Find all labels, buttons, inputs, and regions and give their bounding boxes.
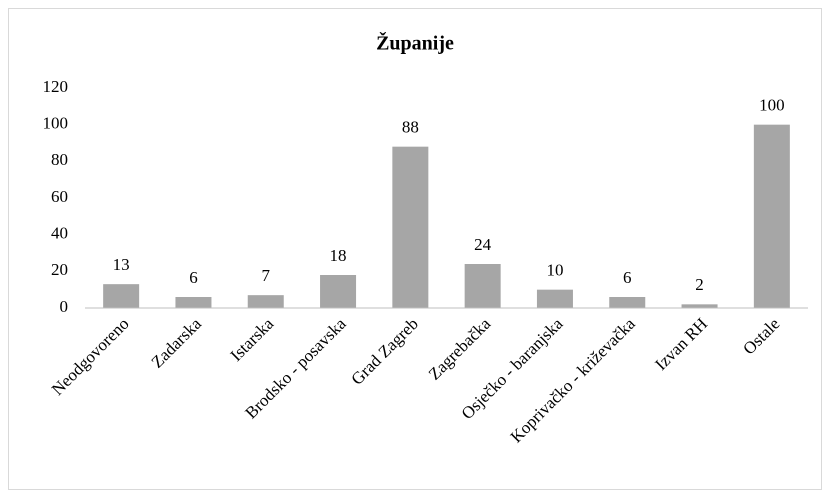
bar <box>103 284 140 308</box>
data-label: 7 <box>262 266 271 285</box>
bar <box>175 297 212 308</box>
y-tick-label: 60 <box>51 187 68 206</box>
bar <box>464 264 501 308</box>
bar <box>392 146 429 308</box>
data-label: 18 <box>330 246 347 265</box>
bar <box>247 295 284 308</box>
data-label: 6 <box>623 268 632 287</box>
y-tick-label: 80 <box>51 150 68 169</box>
bar <box>681 304 718 308</box>
data-label: 24 <box>474 235 492 254</box>
bar <box>609 297 646 308</box>
data-label: 88 <box>402 118 419 137</box>
y-tick-label: 40 <box>51 224 68 243</box>
data-label: 6 <box>189 268 198 287</box>
y-tick-label: 20 <box>51 260 68 279</box>
bar <box>753 124 790 309</box>
data-label: 13 <box>113 255 130 274</box>
bar <box>536 289 573 308</box>
y-tick-label: 120 <box>43 77 69 96</box>
data-label: 100 <box>759 96 785 115</box>
data-label: 10 <box>546 261 563 280</box>
data-label: 2 <box>695 275 704 294</box>
y-tick-label: 0 <box>60 297 69 316</box>
bar <box>320 275 357 308</box>
y-tick-label: 100 <box>43 114 69 133</box>
chart-title: Županije <box>376 31 454 55</box>
